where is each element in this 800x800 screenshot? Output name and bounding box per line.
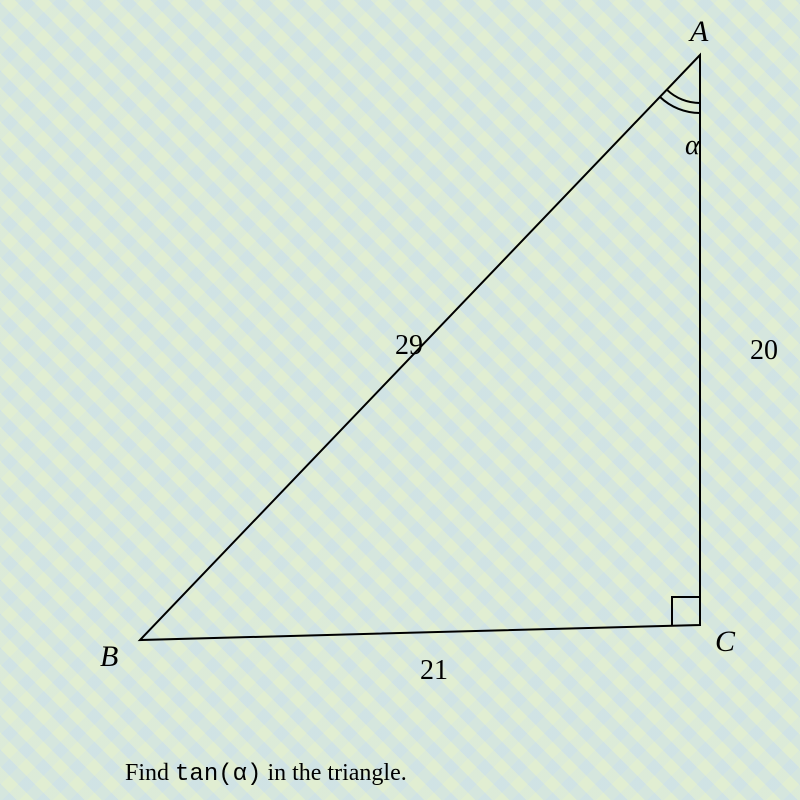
question-prefix: Find (125, 760, 175, 786)
side-label-bc: 21 (420, 655, 448, 687)
side-label-ac: 20 (750, 335, 778, 367)
question-func: tan(α) (175, 761, 261, 788)
question-text: Find tan(α) in the triangle. (125, 760, 407, 788)
question-suffix: in the triangle. (261, 760, 406, 786)
side-label-ab: 29 (395, 330, 423, 362)
vertex-label-b: B (100, 640, 118, 674)
figure-background: A B C 29 20 21 α Find tan(α) in the tria… (0, 0, 800, 800)
angle-label-alpha: α (685, 130, 700, 162)
vertex-label-c: C (715, 625, 735, 659)
angle-arc-inner (667, 90, 700, 103)
vertex-label-a: A (690, 15, 708, 49)
triangle-svg (0, 0, 800, 800)
right-angle-marker (672, 597, 700, 625)
